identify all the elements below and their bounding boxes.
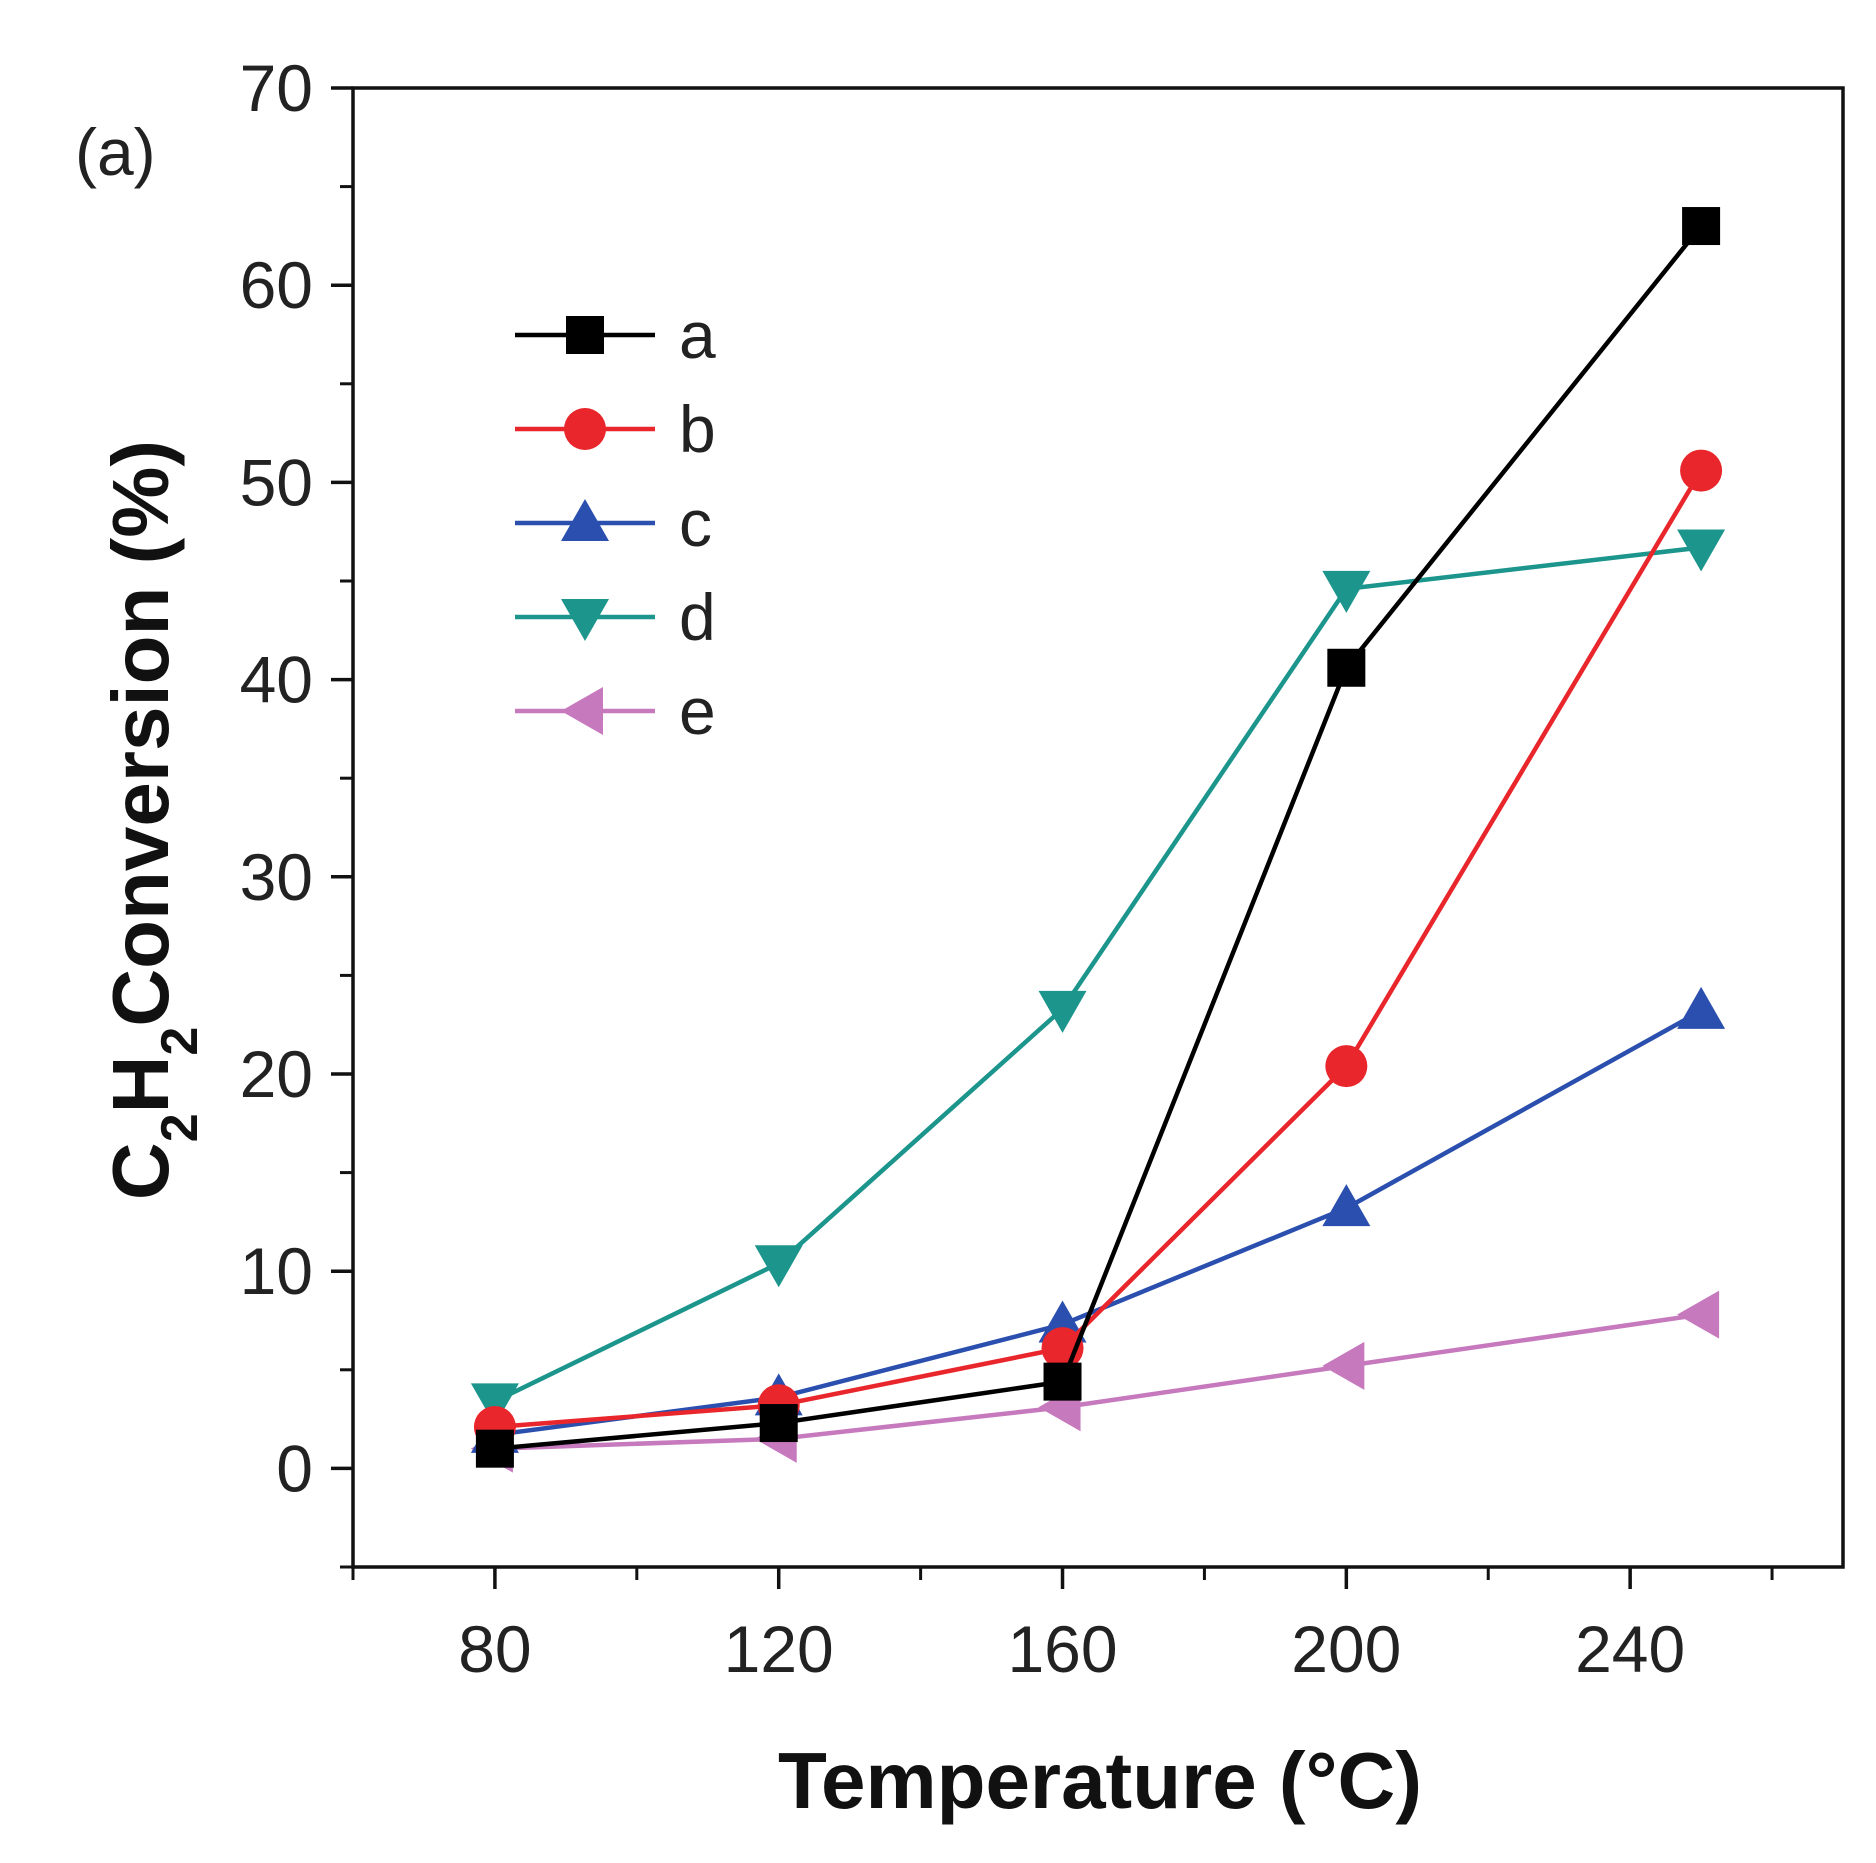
series-line-b (494, 469, 1704, 1430)
y-axis-title-part: H (96, 1056, 185, 1114)
data-point-b (1325, 1045, 1368, 1088)
legend-item-b: b (515, 392, 716, 466)
legend-marker (566, 316, 604, 354)
y-tick-label: 0 (276, 1431, 313, 1505)
panel-label: (a) (75, 115, 156, 189)
series-line-a (494, 224, 1703, 1451)
series-d (470, 529, 1726, 1426)
legend-item-c: c (515, 486, 712, 560)
x-axis: 80 120 160 200 240 (351, 1567, 1774, 1686)
legend-label: d (679, 580, 716, 654)
y-axis-title-part: C (96, 1142, 185, 1200)
data-point-a (1327, 648, 1366, 687)
legend-item-a: a (515, 298, 716, 372)
y-axis: 0 10 20 30 40 50 60 70 (240, 51, 353, 1569)
data-point-c (1677, 986, 1726, 1029)
data-point-d (1322, 570, 1371, 613)
x-tick-label: 200 (1291, 1612, 1401, 1686)
data-point-e (1677, 1290, 1720, 1339)
y-axis-title-subscript: 2 (151, 1113, 209, 1142)
y-tick-label: 40 (240, 643, 313, 717)
data-point-d (470, 1383, 519, 1426)
legend-marker (561, 687, 603, 735)
y-tick-label: 70 (240, 51, 313, 125)
data-point-d (1038, 990, 1087, 1033)
x-tick-label: 80 (458, 1612, 531, 1686)
legend-label: c (679, 486, 712, 560)
y-axis-title-part: Conversion (%) (96, 440, 185, 1027)
series-line-c (494, 1008, 1703, 1438)
data-point-e (1322, 1341, 1365, 1390)
y-tick-label: 20 (240, 1037, 313, 1111)
data-point-c (1322, 1184, 1371, 1227)
data-point-d (1677, 529, 1726, 572)
plot-frame (351, 86, 1845, 1569)
legend-item-d: d (515, 580, 716, 654)
series-line-e (494, 1312, 1702, 1451)
legend-marker (564, 408, 606, 450)
data-point-a (1043, 1362, 1082, 1401)
y-tick-label: 60 (240, 248, 313, 322)
series-line-d (493, 545, 1702, 1404)
data-point-b (1680, 449, 1723, 492)
plot-border (351, 86, 1845, 1569)
legend-item-e: e (515, 674, 716, 748)
legend-label: b (679, 392, 716, 466)
legend-label: e (679, 674, 716, 748)
data-point-d (754, 1245, 803, 1288)
x-tick-label: 120 (724, 1612, 834, 1686)
series-layer (470, 207, 1726, 1473)
legend-marker (561, 599, 609, 641)
x-tick-label: 240 (1575, 1612, 1685, 1686)
data-point-a (475, 1429, 514, 1468)
y-tick-label: 30 (240, 840, 313, 914)
y-tick-label: 50 (240, 445, 313, 519)
x-axis-title: Temperature (°C) (778, 1736, 1422, 1825)
x-tick-label: 160 (1007, 1612, 1117, 1686)
legend-marker (561, 499, 609, 541)
y-axis-title-subscript: 2 (151, 1027, 209, 1056)
y-axis-title: C2H2Conversion (%) (96, 440, 209, 1200)
series-c (470, 986, 1726, 1453)
series-a (475, 207, 1721, 1468)
y-tick-label: 10 (240, 1234, 313, 1308)
legend-label: a (679, 298, 716, 372)
data-point-a (759, 1404, 798, 1443)
data-point-a (1682, 207, 1721, 246)
